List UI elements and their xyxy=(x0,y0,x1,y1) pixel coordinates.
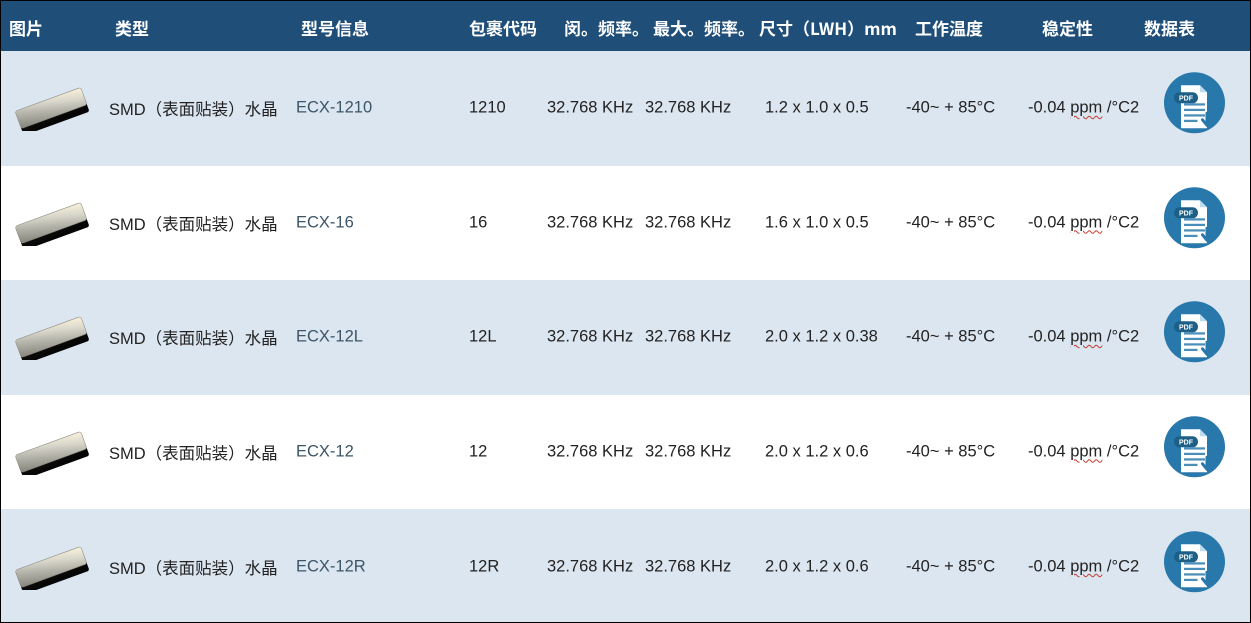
svg-text:PDF: PDF xyxy=(1179,554,1194,561)
svg-text:PDF: PDF xyxy=(1179,439,1194,446)
svg-text:PDF: PDF xyxy=(1179,325,1194,332)
svg-text:PDF: PDF xyxy=(1179,210,1194,217)
svg-text:PDF: PDF xyxy=(1179,96,1194,103)
